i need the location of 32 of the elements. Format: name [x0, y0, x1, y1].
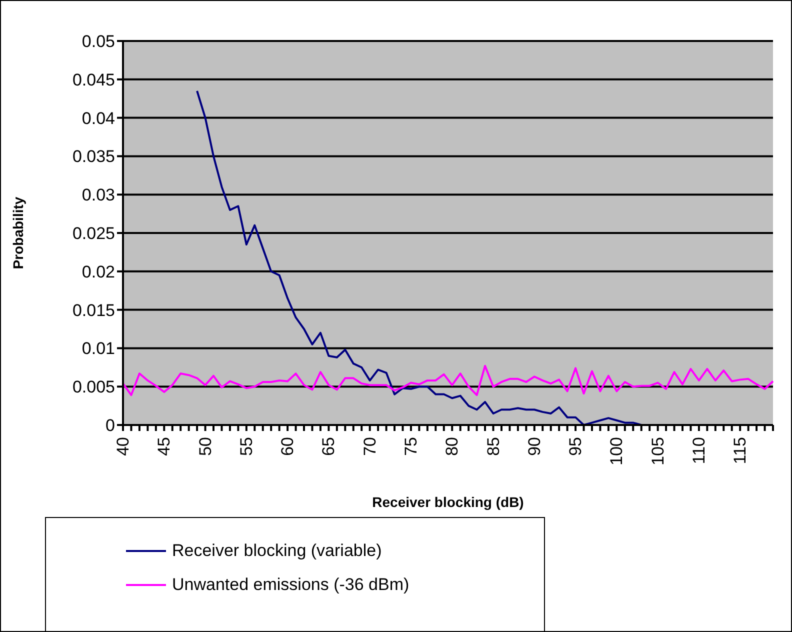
x-tick-label: 45 — [154, 437, 174, 456]
x-tick-label: 70 — [360, 437, 380, 456]
x-tick-label: 60 — [278, 437, 298, 456]
x-tick-label: 40 — [114, 437, 132, 456]
x-tick-label: 105 — [648, 437, 668, 466]
line-series — [196, 90, 642, 425]
x-tick-label: 50 — [196, 437, 215, 456]
x-tick-label: 100 — [607, 437, 626, 466]
y-tick-label: 0 — [106, 416, 115, 436]
x-tick-label: 90 — [524, 437, 544, 456]
y-tick-label: 0.02 — [82, 262, 115, 282]
y-tick-label: 0.015 — [72, 300, 115, 320]
y-tick-label: 0.045 — [72, 70, 115, 90]
x-tick-label: 115 — [730, 437, 750, 464]
y-tick-label: 0.005 — [72, 378, 115, 397]
y-axis-title: Probability — [10, 196, 26, 270]
x-tick-label: 80 — [442, 437, 462, 456]
legend-label: Receiver blocking (variable) — [172, 541, 382, 561]
y-tick-label: 0.04 — [82, 108, 115, 128]
y-tick-label: 0.01 — [82, 339, 115, 358]
x-axis-title: Receiver blocking (dB) — [372, 494, 524, 510]
x-tick-label: 110 — [689, 437, 708, 464]
y-tick-label: 0.03 — [82, 186, 115, 205]
x-tick-label: 55 — [236, 437, 256, 456]
x-tick-label: 65 — [319, 437, 338, 456]
y-tick-label: 0.035 — [72, 147, 115, 166]
x-tick-label: 85 — [484, 437, 503, 456]
x-tick-label: 95 — [566, 437, 586, 456]
y-tick-label: 0.025 — [72, 224, 115, 244]
y-tick-label: 0.05 — [82, 32, 115, 52]
legend-label: Unwanted emissions (-36 dBm) — [172, 575, 410, 595]
x-tick-label: 75 — [401, 437, 420, 456]
